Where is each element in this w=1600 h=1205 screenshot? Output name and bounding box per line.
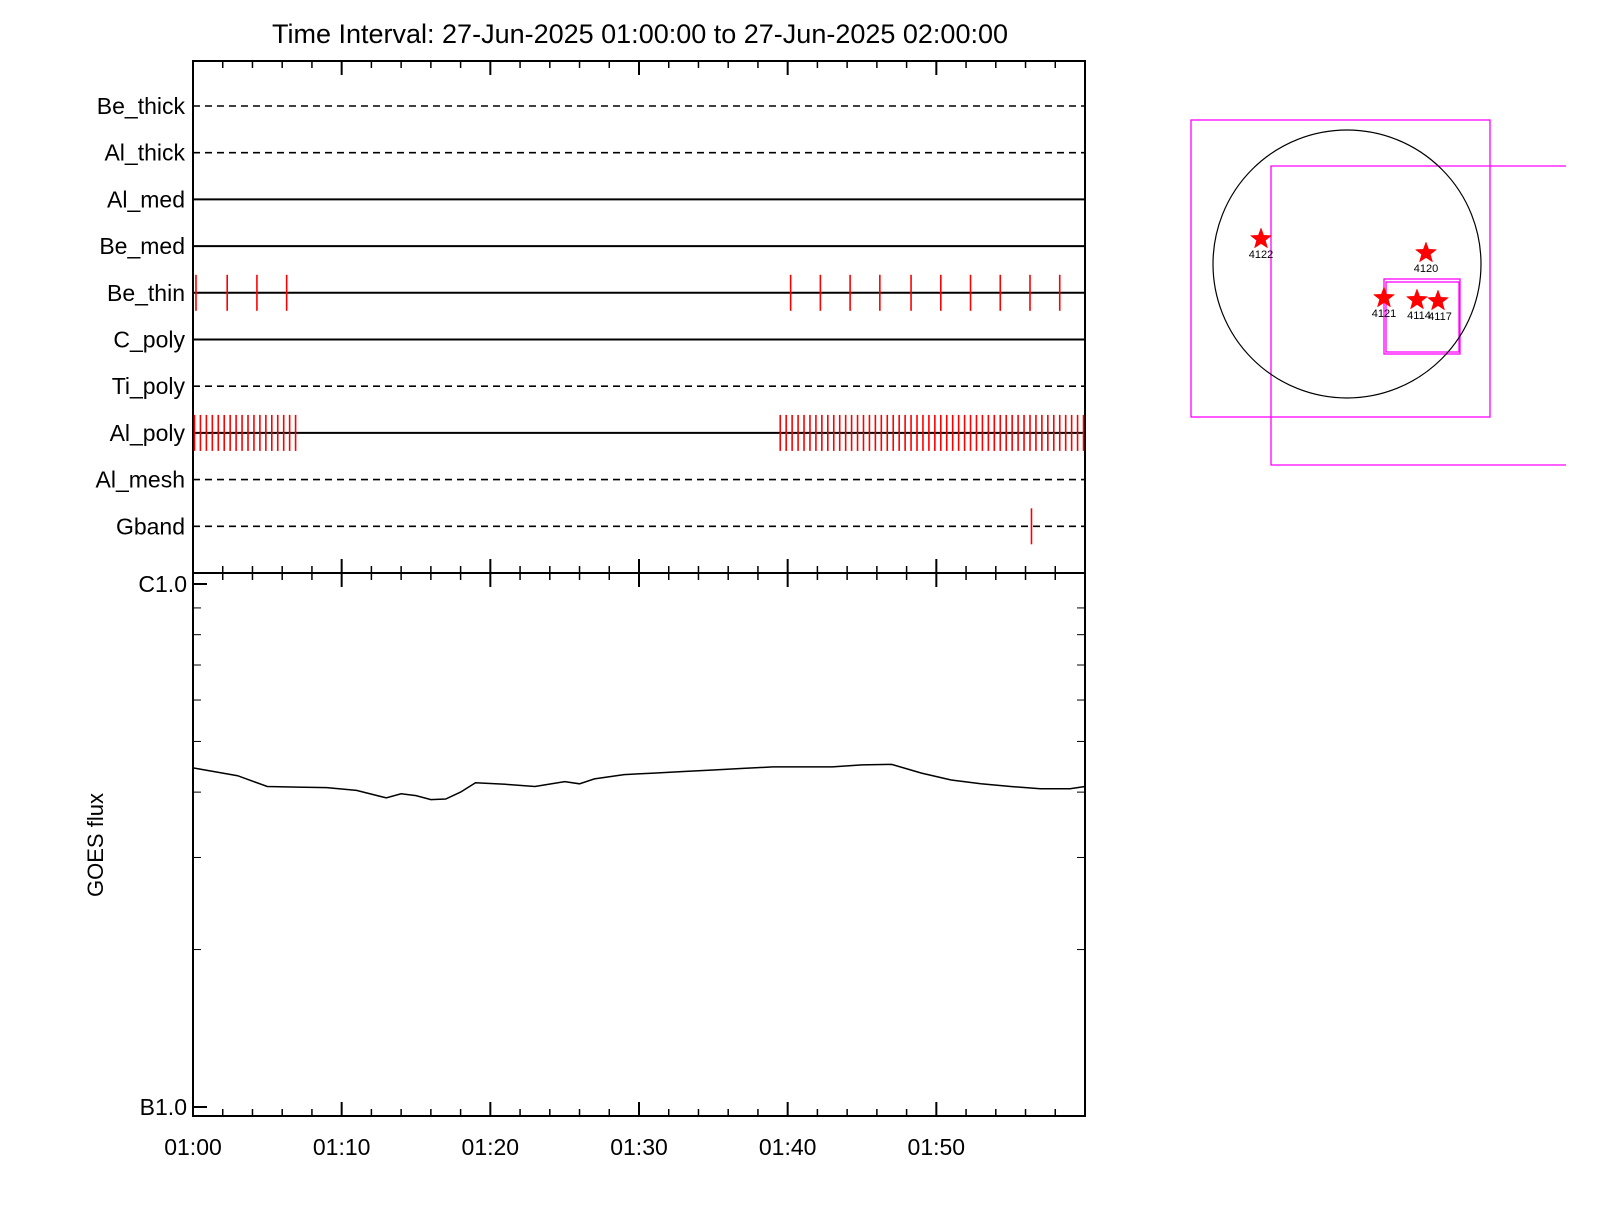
goes-flux-line xyxy=(192,763,1086,801)
filter-timeline-panel: Be_thick Al_thick Al_med Be_med Be_thin C_pol… xyxy=(96,60,1086,574)
active-region-star-4121 xyxy=(1372,286,1396,308)
row-label-Be_thick: Be_thick xyxy=(97,93,186,119)
fov-box-small-1 xyxy=(1383,278,1461,355)
fov-box-small-2 xyxy=(1385,281,1460,353)
row-label-Be_med: Be_med xyxy=(99,233,185,259)
row-label-Ti_poly: Ti_poly xyxy=(112,373,186,399)
fov-box-large xyxy=(1190,119,1491,418)
y-tick-label: C1.0 xyxy=(138,571,187,597)
active-region-star-4117 xyxy=(1426,289,1450,311)
fov-box-offset xyxy=(1270,165,1566,466)
x-tick-label: 01:50 xyxy=(908,1134,966,1160)
x-tick-label: 01:30 xyxy=(610,1134,668,1160)
goes-flux-panel: 01:00 01:10 01:20 01:30 01:40 01:50 B1.0 C1.0 GO… xyxy=(83,571,1086,1160)
x-tick-label: 01:20 xyxy=(462,1134,520,1160)
active-region-star-4120 xyxy=(1414,241,1438,263)
solar-disk xyxy=(1212,129,1482,399)
active-region-label-4121: 4121 xyxy=(1372,308,1396,320)
row-label-Gband: Gband xyxy=(116,513,185,539)
row-label-C_poly: C_poly xyxy=(113,327,185,353)
x-tick-label: 01:00 xyxy=(164,1134,222,1160)
x-tick-label: 01:10 xyxy=(313,1134,371,1160)
goes-frame xyxy=(192,572,1086,1117)
y-tick-label: B1.0 xyxy=(140,1094,187,1120)
active-region-star-4122 xyxy=(1249,227,1273,249)
x-tick-label: 01:40 xyxy=(759,1134,817,1160)
active-region-label-4122: 4122 xyxy=(1249,249,1273,261)
row-label-Al_med: Al_med xyxy=(107,186,185,212)
row-label-Al_thick: Al_thick xyxy=(104,140,185,166)
plot-title: Time Interval: 27-Jun-2025 01:00:00 to 2… xyxy=(272,19,1008,49)
active-region-star-4114 xyxy=(1405,288,1429,310)
active-region-label-4120: 4120 xyxy=(1414,263,1438,275)
row-label-Al_mesh: Al_mesh xyxy=(96,467,185,493)
row-label-Al_poly: Al_poly xyxy=(110,420,186,446)
y-axis-label: GOES flux xyxy=(83,793,108,897)
timeline-frame xyxy=(192,60,1086,574)
active-region-label-4114: 4114 xyxy=(1407,310,1431,322)
active-region-label-4117: 4117 xyxy=(1428,311,1452,323)
row-label-Be_thin: Be_thin xyxy=(107,280,185,306)
